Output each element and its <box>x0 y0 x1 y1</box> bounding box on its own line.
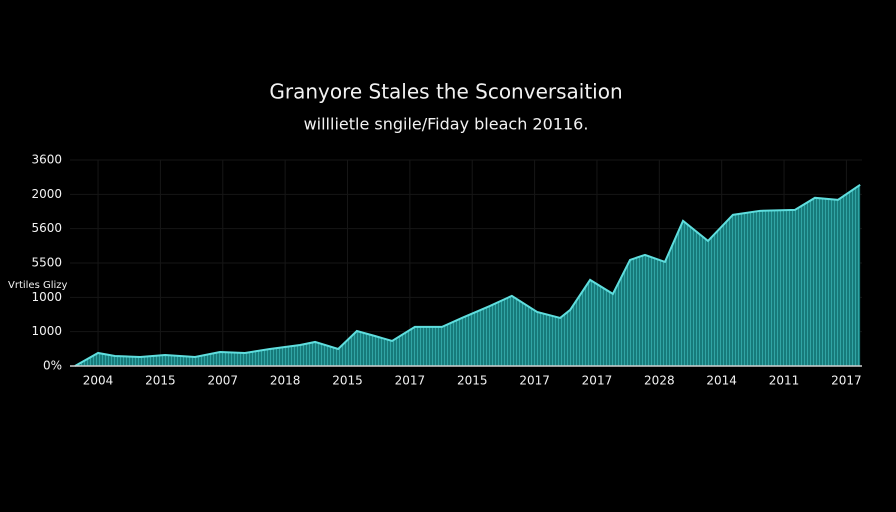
x-tick-label: 2017 <box>519 374 550 388</box>
x-tick-label: 2018 <box>270 374 301 388</box>
chart-subtitle: willlietle sngile/Fiday bleach 20116. <box>304 115 589 134</box>
line <box>74 183 861 367</box>
x-tick-label: 2015 <box>457 374 488 388</box>
x-tick-label: 2017 <box>582 374 613 388</box>
y-tick-label: 0% <box>43 359 62 373</box>
y-tick-label: 5500 <box>31 256 62 270</box>
y-tick-label: 1000 <box>31 324 62 338</box>
y-tick-label: 5600 <box>31 221 62 235</box>
x-tick-label: 2014 <box>706 374 737 388</box>
x-tick-label: 2015 <box>145 374 176 388</box>
x-tick-label: 2015 <box>332 374 363 388</box>
y-tick-label: 1000 <box>31 290 62 304</box>
y-tick-label: 2000 <box>31 187 62 201</box>
x-tick-label: 2011 <box>769 374 800 388</box>
x-tick-label: 2017 <box>831 374 862 388</box>
x-tick-label: 2007 <box>208 374 239 388</box>
chart-title: Granyore Stales the Sconversaition <box>269 80 622 104</box>
x-tick-label: 2028 <box>644 374 675 388</box>
x-tick-label: 2004 <box>83 374 114 388</box>
area <box>74 184 861 366</box>
x-tick-label: 2017 <box>395 374 426 388</box>
y-axis-label: Vrtiles Glizy <box>8 280 68 291</box>
y-tick-label: 3600 <box>31 153 62 167</box>
